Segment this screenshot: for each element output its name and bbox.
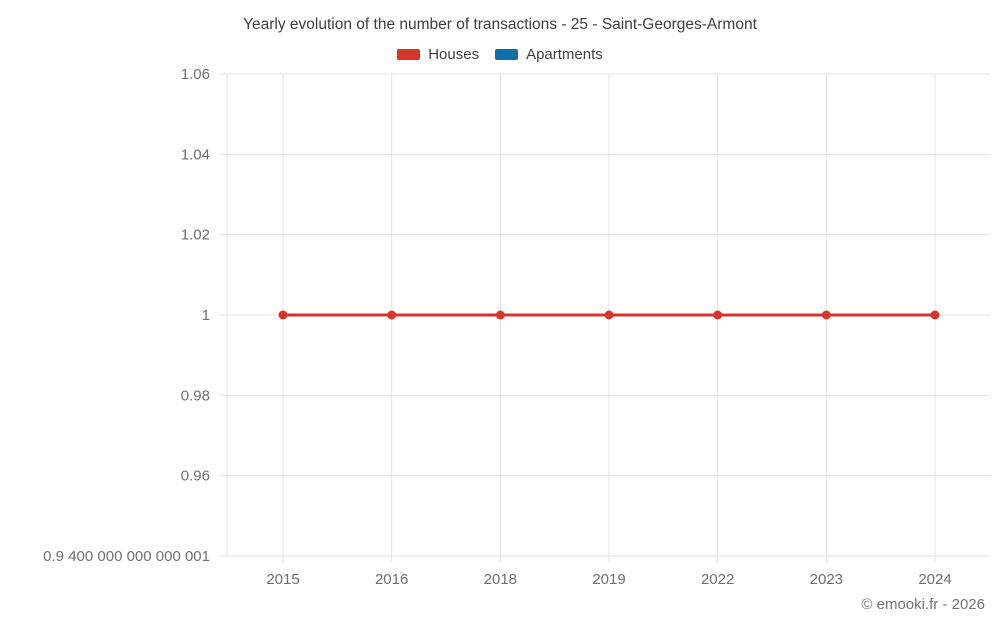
legend-label-houses: Houses: [428, 46, 480, 63]
y-tick-label: 0.96: [181, 468, 210, 485]
x-tick-label: 2019: [592, 571, 625, 588]
houses-data-point[interactable]: [930, 310, 940, 320]
legend-item-houses[interactable]: Houses: [397, 46, 479, 63]
houses-data-point[interactable]: [278, 310, 288, 320]
legend-item-apartments[interactable]: Apartments: [495, 46, 603, 63]
chart-legend: Houses Apartments: [0, 46, 1000, 63]
y-tick-label: 1.04: [181, 146, 210, 163]
copyright-note: © emooki.fr - 2026: [861, 596, 985, 613]
y-tick-label: 1: [202, 307, 210, 324]
houses-series-swatch-icon: [397, 49, 421, 60]
x-tick-label: 2015: [266, 571, 299, 588]
x-tick-label: 2024: [918, 571, 951, 588]
y-tick-label: 0.98: [181, 387, 210, 404]
y-tick-label: 1.02: [181, 227, 210, 244]
chart-title: Yearly evolution of the number of transa…: [243, 16, 757, 33]
apartments-series-swatch-icon: [495, 49, 519, 60]
y-tick-label: 0.9 400 000 000 000 001: [43, 548, 210, 565]
houses-data-point[interactable]: [713, 310, 723, 320]
x-tick-label: 2023: [810, 571, 843, 588]
houses-data-point[interactable]: [495, 310, 505, 320]
houses-data-point[interactable]: [604, 310, 614, 320]
y-tick-label: 1.06: [181, 66, 210, 83]
x-tick-label: 2018: [484, 571, 517, 588]
houses-data-point[interactable]: [821, 310, 831, 320]
x-tick-label: 2022: [701, 571, 734, 588]
houses-data-point[interactable]: [387, 310, 397, 320]
legend-label-apartments: Apartments: [526, 46, 603, 63]
x-tick-label: 2016: [375, 571, 408, 588]
